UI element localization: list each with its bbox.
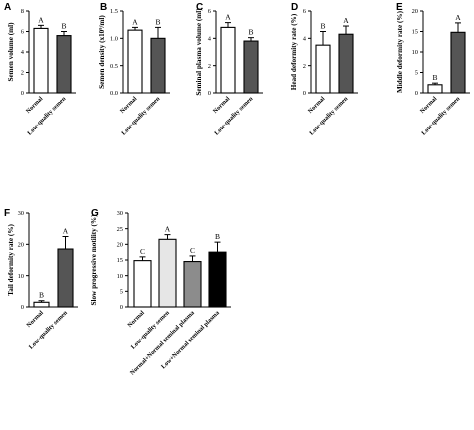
significance-letter: A [63,227,69,236]
significance-letter: A [343,16,349,25]
significance-letter: B [39,291,44,300]
bar [315,44,331,94]
y-tick-label: 20 [412,8,418,15]
y-axis-label: Seminal plasma volume (ml) [195,8,203,96]
panel-letter: F [4,208,10,219]
significance-letter: A [38,15,44,24]
y-tick-label: 0.5 [110,63,118,70]
y-tick-label: 0 [21,304,24,311]
bar [158,238,177,308]
bar [208,251,227,308]
bar [150,37,166,94]
y-tick-label: 1.0 [110,36,118,43]
y-tick-label: 10 [412,49,418,56]
significance-letter: A [225,13,231,22]
y-axis-label: Semen volume (ml) [7,22,15,82]
y-tick-label: 6 [208,8,211,15]
significance-letter: A [165,225,171,234]
y-tick-label: 0 [120,304,123,311]
category-label: Normal [25,309,45,329]
y-tick-label: 15 [412,29,418,36]
y-tick-label: 0 [303,90,306,97]
y-tick-label: 1.5 [110,8,118,15]
panel-b: B Semen density (x10⁹/ml) 0.0 0.5 1.0 1.5 A Nor… [98,2,170,137]
y-tick-label: 10 [117,273,123,280]
y-tick-label: 6 [21,29,24,36]
significance-letter: C [190,246,195,255]
y-tick-label: 30 [18,210,24,217]
bar [183,261,202,308]
bar [133,260,152,308]
bar [243,40,259,94]
y-tick-label: 5 [415,70,418,77]
significance-letter: A [132,17,138,26]
y-axis-label: Head deformity rate (%) [290,13,298,90]
y-tick-label: 25 [117,226,123,233]
bar [33,27,49,94]
y-tick-label: 6 [303,8,306,15]
y-axis-label: Slow progressive motility (%) [90,214,98,306]
y-axis-label: Semen density (x10⁹/ml) [98,15,106,89]
y-tick-label: 2 [303,63,306,70]
category-label: Normal [126,309,146,329]
significance-letter: B [248,28,253,37]
bar [338,33,354,94]
y-tick-label: 15 [117,257,123,264]
category-label: Normal [419,95,439,115]
y-tick-label: 4 [303,36,307,43]
significance-letter: B [61,22,66,31]
panel-letter: G [91,208,99,219]
bar [220,26,236,94]
y-axis-label: Middle deformity rate (%) [396,10,404,93]
significance-letter: B [432,73,437,82]
significance-letter: C [140,247,145,256]
y-tick-label: 4 [208,36,212,43]
y-tick-label: 0 [21,90,24,97]
significance-letter: B [155,17,160,26]
y-tick-label: 2 [21,70,24,77]
bar [127,29,143,94]
significance-letter: B [320,22,325,31]
panel-letter: D [291,2,298,13]
y-tick-label: 10 [18,273,24,280]
bar [33,301,50,308]
significance-letter: B [215,232,220,241]
y-tick-label: 20 [18,242,24,249]
bar [57,248,74,308]
significance-letter: A [455,13,461,22]
panel-letter: B [100,2,107,13]
y-axis-label: Tail deformity rate (%) [7,224,15,296]
category-label: Normal [25,95,45,115]
panel-letter: C [196,2,203,13]
panel-letter: E [396,2,403,13]
category-label: Normal [212,95,232,115]
bar [427,84,443,94]
y-tick-label: 0 [208,90,211,97]
y-tick-label: 20 [117,242,123,249]
y-tick-label: 0 [415,90,418,97]
y-tick-label: 4 [21,49,25,56]
panel-letter: A [4,2,11,13]
y-tick-label: 8 [21,8,24,15]
bar [56,35,72,94]
y-tick-label: 30 [117,210,123,217]
y-tick-label: 2 [208,63,211,70]
category-label: Normal [119,95,139,115]
y-tick-label: 0.0 [110,90,118,97]
bar [450,31,466,94]
y-tick-label: 5 [120,289,123,296]
category-label: Normal [307,95,327,115]
